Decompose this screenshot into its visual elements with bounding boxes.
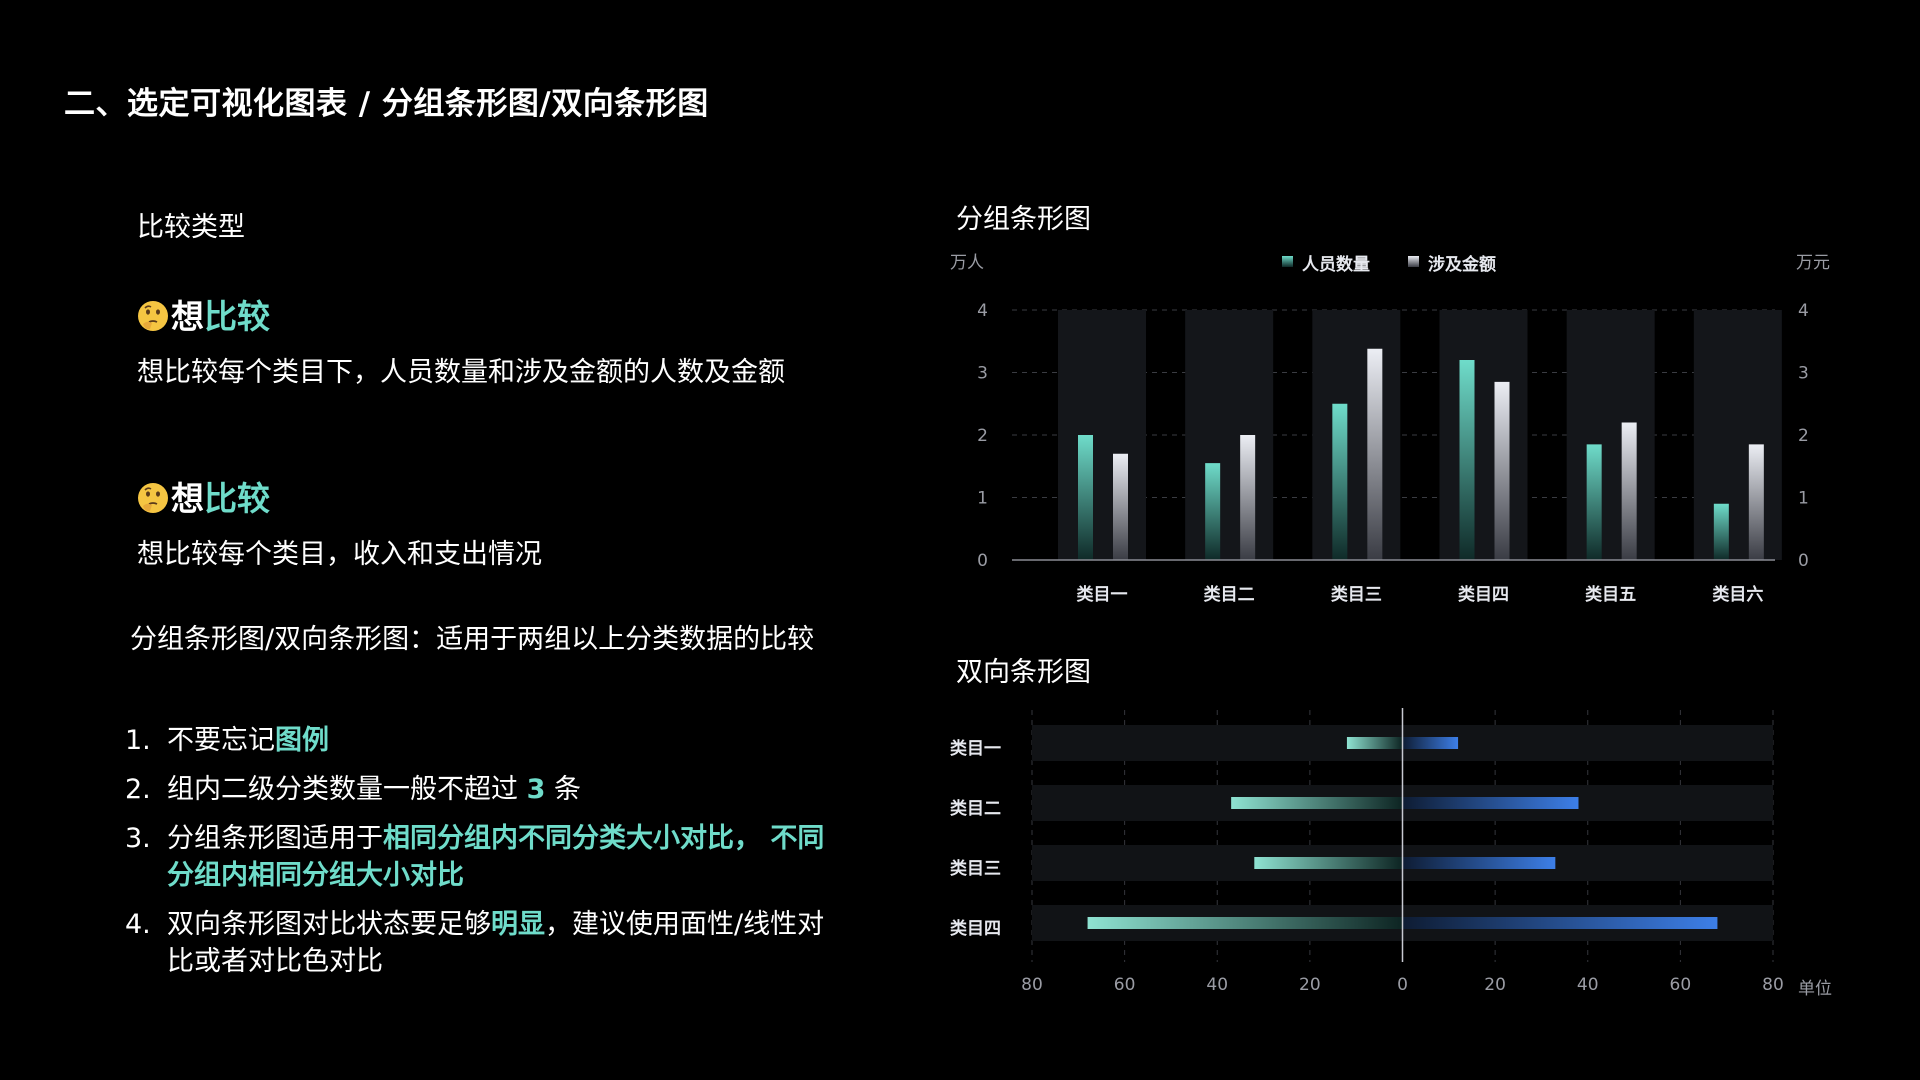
y-tick-label-left: 1 <box>977 489 988 509</box>
section-subhead: 比较类型 <box>137 212 245 243</box>
x-axis-unit-label: 单位 <box>1798 979 1832 999</box>
think-accent: 比较 <box>204 479 270 518</box>
think-prefix: 想 <box>171 479 204 518</box>
tip-text: 组内二级分类数量一般不超过 <box>167 774 527 805</box>
x-tick-label: 类目三 <box>1331 584 1382 605</box>
bar-renyuan <box>1459 360 1475 560</box>
bar-jine <box>1621 422 1637 560</box>
bar-right <box>1402 857 1556 869</box>
x-tick-label: 类目二 <box>1204 584 1255 605</box>
x-tick-label: 类目四 <box>1458 584 1509 605</box>
category-band <box>1185 310 1274 560</box>
bar-renyuan <box>1078 435 1093 560</box>
x-tick-label: 40 <box>1577 975 1599 995</box>
legend-swatch <box>1282 256 1293 267</box>
bar-right <box>1402 737 1459 749</box>
tip-item: 2. 组内二级分类数量一般不超过 3 条 <box>125 771 845 808</box>
block1-description: 想比较每个类目下，人员数量和涉及金额的人数及金额 <box>137 357 785 388</box>
tip-number: 3. <box>125 823 151 854</box>
x-tick-label: 类目五 <box>1585 584 1636 605</box>
tip-number: 2. <box>125 774 151 805</box>
x-tick-label: 类目一 <box>1077 584 1128 605</box>
page-title: 二、选定可视化图表 / 分组条形图/双向条形图 <box>64 86 709 122</box>
tip-item: 4. 双向条形图对比状态要足够明显，建议使用面性/线性对比或者对比色对比 <box>125 906 845 980</box>
tip-highlight: 相同分组内不同分类大小对比， 不同分组内相同分组大小对比 <box>167 823 825 891</box>
tip-number: 1. <box>125 725 151 756</box>
x-tick-label: 0 <box>1397 975 1408 995</box>
think-heading-2: 想比较 <box>137 472 270 520</box>
x-tick-label: 40 <box>1206 975 1228 995</box>
x-tick-label: 60 <box>1114 975 1136 995</box>
y-axis-left-label: 万人 <box>950 253 984 273</box>
tip-item: 3. 分组条形图适用于相同分组内不同分类大小对比， 不同分组内相同分组大小对比 <box>125 820 845 894</box>
bar-jine <box>1494 381 1510 560</box>
y-tick-label: 类目一 <box>950 738 1001 759</box>
x-tick-label: 80 <box>1021 975 1043 995</box>
block2-description: 想比较每个类目，收入和支出情况 <box>137 539 542 570</box>
thinking-face-icon <box>138 483 168 513</box>
y-axis-right-label: 万元 <box>1796 253 1830 273</box>
tip-highlight: 明显 <box>491 909 545 940</box>
category-band <box>1312 310 1401 560</box>
chart1-title: 分组条形图 <box>956 204 1091 235</box>
y-tick-label-left: 2 <box>977 426 988 446</box>
bar-jine <box>1367 348 1383 560</box>
y-tick-label: 类目三 <box>950 858 1001 879</box>
tips-list: 1. 不要忘记图例 2. 组内二级分类数量一般不超过 3 条 3. 分组条形图适用于相同分… <box>125 722 845 992</box>
category-band <box>1566 310 1655 560</box>
thinking-face-icon <box>138 301 168 331</box>
bar-left <box>1231 797 1403 809</box>
bar-renyuan <box>1713 503 1729 560</box>
tip-text: 不要忘记 <box>167 725 275 756</box>
bar-right <box>1402 797 1579 809</box>
bar-right <box>1402 917 1718 929</box>
bar-jine <box>1113 453 1128 560</box>
x-tick-label: 20 <box>1299 975 1321 995</box>
x-tick-label: 80 <box>1762 975 1784 995</box>
tip-text: 条 <box>545 774 581 805</box>
category-band <box>1058 310 1146 560</box>
category-band <box>1439 310 1528 560</box>
tip-text: 分组条形图适用于 <box>167 823 383 854</box>
legend-swatch <box>1408 256 1419 267</box>
bar-left <box>1254 857 1403 869</box>
grouped-bar-chart: 万人 万元 0 0 1 1 2 2 3 3 4 4 类目一 类目二 类目三 类目四 类目五 类目六 人员数量 涉及金额 <box>950 253 1830 605</box>
tip-highlight: 3 <box>526 774 546 805</box>
tip-text: 双向条形图对比状态要足够 <box>167 909 491 940</box>
tip-text: ，建议使用面性/线性对比或者对比色对比 <box>167 909 825 977</box>
tip-highlight: 图例 <box>275 725 329 756</box>
y-tick-label-right: 3 <box>1798 364 1809 384</box>
y-tick-label: 类目二 <box>950 798 1001 819</box>
category-band <box>1693 310 1782 560</box>
bar-renyuan <box>1586 444 1602 560</box>
x-tick-label: 类目六 <box>1712 584 1763 605</box>
summary-text: 分组条形图/双向条形图：适用于两组以上分类数据的比较 <box>130 624 815 655</box>
y-tick-label-right: 1 <box>1798 489 1809 509</box>
y-tick-label-right: 0 <box>1798 551 1809 571</box>
bar-renyuan <box>1205 463 1221 560</box>
chart2-title: 双向条形图 <box>956 657 1091 688</box>
x-tick-label: 20 <box>1484 975 1506 995</box>
x-tick-label: 60 <box>1670 975 1692 995</box>
think-heading-1: 想比较 <box>137 290 270 338</box>
y-tick-label: 类目四 <box>950 918 1001 939</box>
think-accent: 比较 <box>204 297 270 336</box>
y-tick-label-left: 4 <box>977 301 988 321</box>
legend-label: 人员数量 <box>1302 254 1370 275</box>
y-tick-label-left: 0 <box>977 551 988 571</box>
think-prefix: 想 <box>171 297 204 336</box>
legend-label: 涉及金额 <box>1428 254 1496 275</box>
y-tick-label-right: 4 <box>1798 301 1809 321</box>
bar-jine <box>1748 444 1764 560</box>
bar-left <box>1346 737 1403 749</box>
y-tick-label-right: 2 <box>1798 426 1809 446</box>
y-tick-label-left: 3 <box>977 364 988 384</box>
tip-number: 4. <box>125 909 151 940</box>
bar-renyuan <box>1332 403 1348 560</box>
tip-item: 1. 不要忘记图例 <box>125 722 845 759</box>
bar-left <box>1087 917 1403 929</box>
bar-jine <box>1240 435 1256 560</box>
